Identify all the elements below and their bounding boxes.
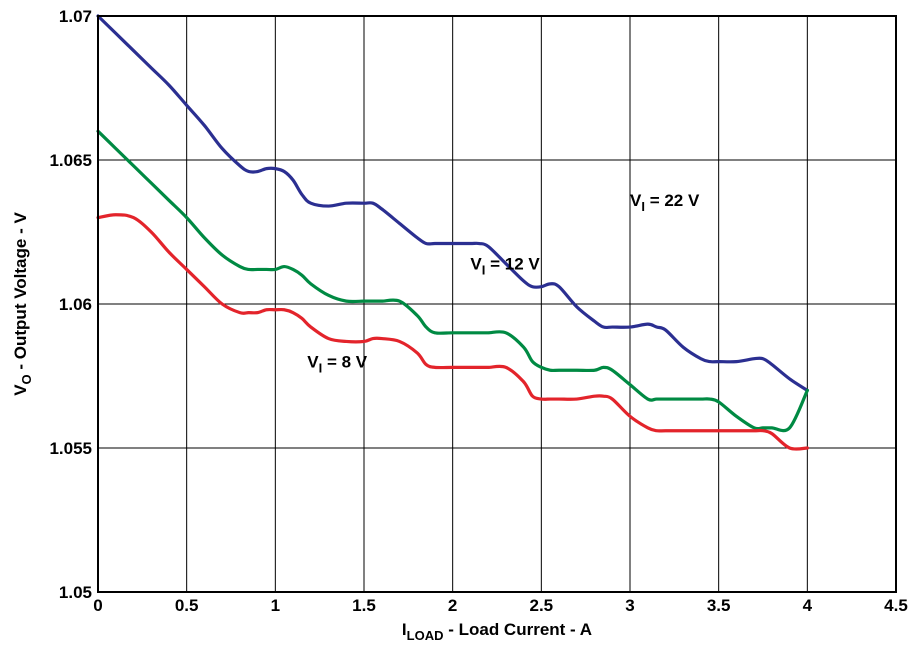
series-label-rest: = 8 V [322,352,368,371]
y-tick-label: 1.065 [49,151,92,170]
series-label-sub: I [319,360,323,375]
x-tick-label: 3 [625,596,634,615]
y-tick-label: 1.07 [59,7,92,26]
series-label-sub: I [641,199,645,214]
series-labels: VI = 22 VVI = 12 VVI = 8 V [307,191,700,375]
series-layer [96,14,809,451]
y-axis-title: VO - Output Voltage - V [11,212,34,396]
y-tick-label: 1.05 [59,583,92,602]
series-label-sub: I [482,262,486,277]
x-tick-label: 4.5 [884,596,908,615]
x-axis-title: ILOAD - Load Current - A [402,620,592,643]
series-label-rest: = 22 V [645,191,700,210]
series-label-0: VI = 22 V [630,191,700,214]
x-tick-label: 2.5 [530,596,554,615]
x-tick-labels: 0 0.5 1 1.5 2 2.5 3 3.5 4 4.5 [93,596,908,615]
x-tick-label: 0.5 [175,596,199,615]
series-label-1: VI = 12 V [470,254,540,277]
x-tick-label: 0 [93,596,102,615]
x-tick-label: 4 [803,596,813,615]
series-line-0 [96,14,809,392]
series-label-rest: = 12 V [485,254,540,273]
x-tick-label: 2 [448,596,457,615]
series-line-1 [96,129,809,433]
y-tick-labels: 1.05 1.055 1.06 1.065 1.07 [49,7,92,602]
y-tick-label: 1.06 [59,295,92,314]
x-axis-title-main: I [402,620,407,639]
y-tick-label: 1.055 [49,439,92,458]
series-label-2: VI = 8 V [307,352,368,375]
y-axis-title-sub: O [19,374,34,384]
x-tick-label: 3.5 [707,596,731,615]
y-axis-title-rest: - Output Voltage - V [11,212,30,375]
y-axis-title-main: V [11,384,30,396]
series-label-main: V [630,191,642,210]
plot-frame [97,15,897,593]
x-tick-label: 1.5 [352,596,376,615]
x-tick-label: 1 [271,596,280,615]
x-axis-title-rest: - Load Current - A [443,620,592,639]
series-label-main: V [307,352,319,371]
series-line-2 [96,213,809,451]
x-axis-title-sub: LOAD [407,628,444,643]
series-label-main: V [470,254,482,273]
